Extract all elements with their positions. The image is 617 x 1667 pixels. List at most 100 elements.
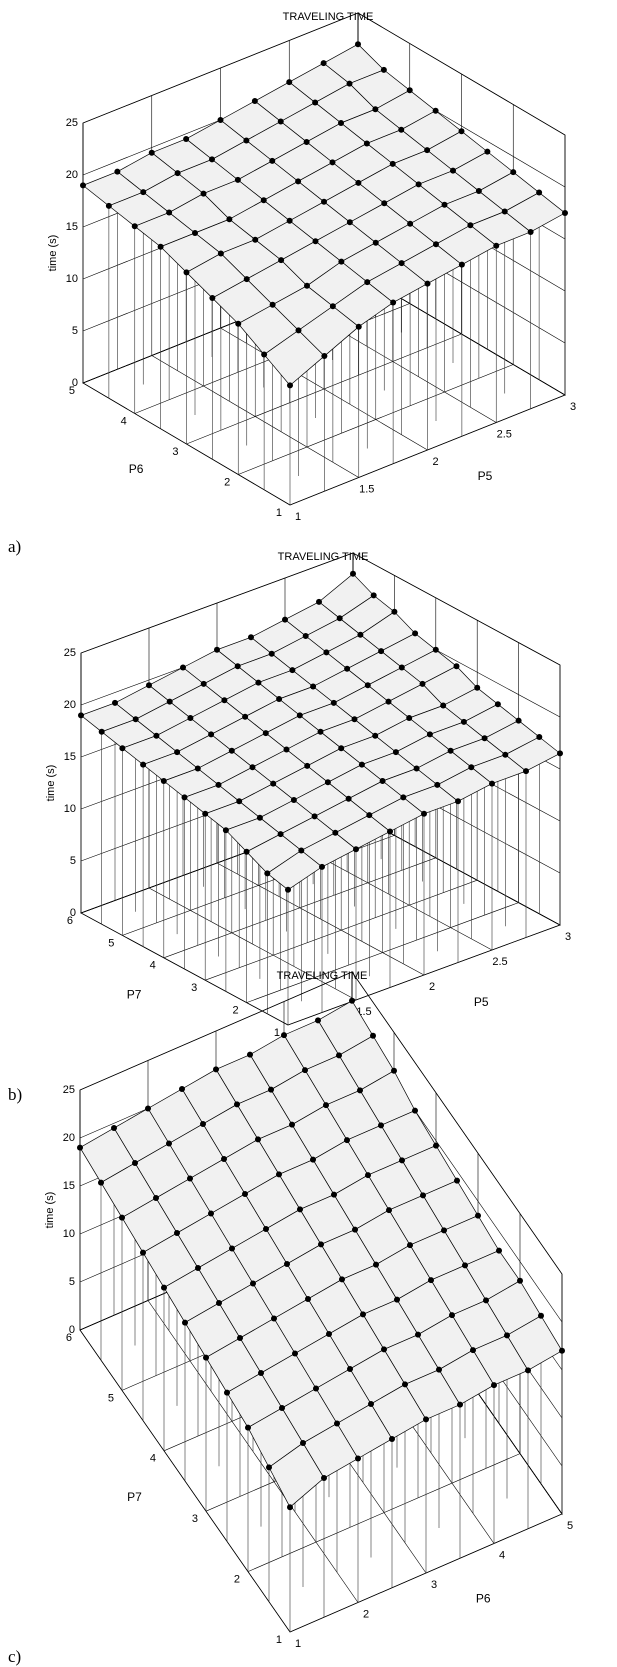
data-point — [292, 1350, 298, 1357]
data-point — [310, 1156, 316, 1163]
data-point — [221, 697, 228, 704]
data-point — [226, 216, 233, 223]
data-point — [379, 778, 386, 784]
data-point — [329, 159, 336, 166]
data-point — [318, 1241, 324, 1248]
data-point — [269, 157, 276, 164]
z-tick-label: 10 — [63, 1228, 75, 1240]
data-point — [338, 745, 345, 752]
data-point — [406, 715, 413, 721]
data-point — [412, 1107, 418, 1114]
data-point — [365, 1172, 371, 1179]
grid-line — [79, 971, 353, 1091]
data-point — [77, 1144, 83, 1151]
data-point — [398, 260, 405, 267]
data-point — [380, 66, 387, 73]
data-point — [350, 570, 356, 577]
data-point — [261, 351, 268, 358]
data-point — [338, 258, 345, 265]
y-tick-label: 4 — [121, 415, 127, 427]
data-point — [284, 1260, 290, 1267]
data-point — [433, 1142, 439, 1149]
data-point — [484, 148, 491, 155]
data-point — [483, 1297, 489, 1304]
data-point — [182, 1319, 188, 1326]
data-point — [407, 1242, 413, 1249]
data-point — [200, 680, 207, 687]
data-point — [286, 217, 293, 224]
data-point — [276, 696, 283, 702]
data-point — [217, 250, 224, 257]
data-point — [286, 79, 293, 86]
x-tick-label: 2.5 — [492, 956, 507, 968]
data-point — [214, 646, 220, 653]
data-point — [300, 1440, 306, 1447]
data-point — [455, 798, 461, 805]
data-point — [347, 1365, 353, 1372]
z-axis-label: time (s) — [47, 235, 59, 272]
z-axis-label: time (s) — [45, 765, 57, 802]
data-point — [262, 730, 269, 737]
data-point — [111, 1125, 117, 1132]
data-point — [209, 295, 216, 302]
data-point — [237, 1335, 243, 1342]
y-tick-label: 2 — [234, 1574, 240, 1586]
data-point — [419, 680, 426, 687]
data-point — [153, 1195, 159, 1202]
data-point — [271, 1315, 277, 1322]
x-tick-label: 3 — [570, 401, 576, 413]
data-point — [174, 170, 181, 177]
data-point — [180, 664, 186, 671]
data-point — [494, 701, 501, 708]
z-tick-label: 25 — [66, 117, 78, 129]
data-point — [187, 715, 194, 721]
data-point — [160, 778, 167, 784]
data-point — [146, 682, 152, 689]
data-point — [277, 831, 284, 838]
data-point — [249, 764, 256, 771]
data-point — [202, 810, 209, 817]
data-point — [263, 1225, 269, 1232]
data-point — [423, 1416, 429, 1423]
data-point — [311, 813, 318, 820]
data-point — [316, 598, 322, 605]
z-tick-label: 5 — [70, 855, 76, 867]
data-point — [324, 779, 331, 786]
data-point — [458, 261, 465, 268]
data-point — [215, 781, 222, 788]
data-point — [329, 303, 336, 310]
panel-label: c) — [8, 1647, 21, 1666]
data-point — [157, 243, 164, 250]
data-point — [295, 327, 302, 334]
data-point — [536, 189, 543, 196]
data-point — [234, 1101, 240, 1108]
data-point — [247, 1051, 253, 1058]
grid-line — [357, 12, 566, 136]
data-point — [234, 176, 241, 183]
data-point — [131, 223, 138, 230]
data-point — [148, 149, 155, 156]
data-point — [278, 257, 285, 264]
data-point — [338, 120, 344, 126]
data-point — [192, 230, 198, 236]
data-point — [119, 1214, 125, 1221]
y-tick-label: 3 — [191, 982, 197, 994]
data-point — [510, 169, 517, 176]
data-point — [242, 713, 249, 720]
data-point — [481, 735, 488, 742]
data-point — [317, 728, 324, 735]
data-point — [339, 1276, 345, 1283]
y-tick-label: 3 — [172, 446, 178, 458]
data-point — [258, 1370, 264, 1377]
data-point — [386, 1207, 392, 1214]
x-tick-label: 1 — [295, 1638, 301, 1650]
data-point — [351, 716, 358, 723]
data-point — [242, 1190, 248, 1197]
data-point — [458, 128, 465, 135]
data-point — [200, 190, 207, 197]
data-point — [283, 746, 290, 753]
data-point — [454, 1177, 460, 1184]
data-point — [216, 1300, 222, 1307]
data-point — [323, 1102, 329, 1109]
data-point — [355, 179, 362, 186]
